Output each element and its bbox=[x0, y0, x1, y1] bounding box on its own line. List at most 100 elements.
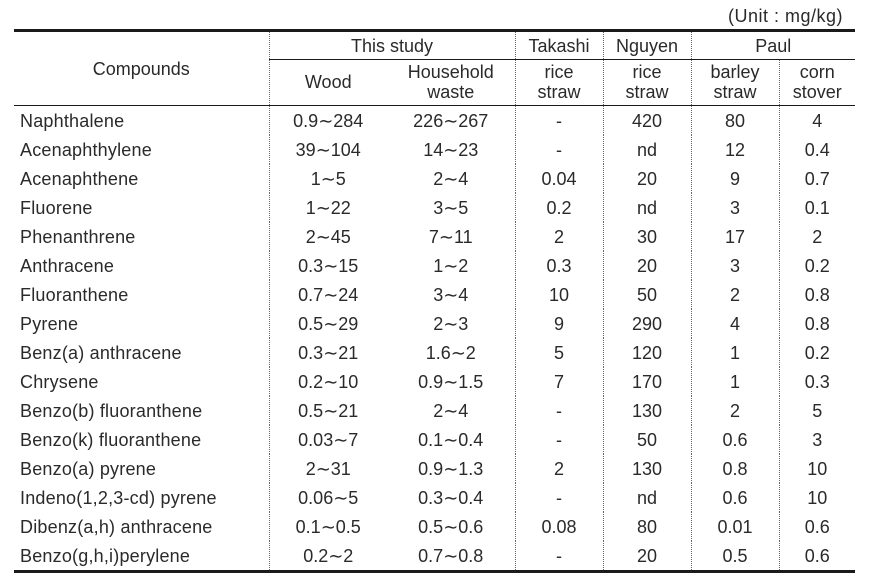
cell-takashi: - bbox=[515, 425, 603, 454]
cell-compound: Benzo(a) pyrene bbox=[14, 454, 269, 483]
cell-compound: Fluorene bbox=[14, 193, 269, 222]
unit-label: (Unit : mg/kg) bbox=[14, 6, 855, 27]
col-corn-l2: stover bbox=[780, 82, 856, 103]
cell-compound: Benzo(k) fluoranthene bbox=[14, 425, 269, 454]
cell-corn: 0.3 bbox=[779, 367, 855, 396]
cell-takashi: 0.3 bbox=[515, 251, 603, 280]
cell-household: 0.5∼0.6 bbox=[387, 512, 515, 541]
cell-household: 1.6∼2 bbox=[387, 338, 515, 367]
cell-barley: 17 bbox=[691, 222, 779, 251]
cell-household: 0.1∼0.4 bbox=[387, 425, 515, 454]
cell-compound: Benzo(b) fluoranthene bbox=[14, 396, 269, 425]
cell-wood: 2∼45 bbox=[269, 222, 387, 251]
cell-household: 2∼4 bbox=[387, 396, 515, 425]
cell-household: 7∼11 bbox=[387, 222, 515, 251]
cell-nguyen: 30 bbox=[603, 222, 691, 251]
cell-takashi: 0.08 bbox=[515, 512, 603, 541]
cell-barley: 2 bbox=[691, 396, 779, 425]
cell-compound: Fluoranthene bbox=[14, 280, 269, 309]
cell-takashi: 0.04 bbox=[515, 164, 603, 193]
cell-wood: 2∼31 bbox=[269, 454, 387, 483]
table-row: Pyrene0.5∼292∼3929040.8 bbox=[14, 309, 855, 338]
col-barley-l1: barley bbox=[692, 62, 779, 83]
cell-barley: 4 bbox=[691, 309, 779, 338]
cell-household: 3∼5 bbox=[387, 193, 515, 222]
cell-household: 226∼267 bbox=[387, 106, 515, 136]
col-nguyen: Nguyen bbox=[603, 31, 691, 60]
cell-wood: 0.5∼21 bbox=[269, 396, 387, 425]
cell-takashi: - bbox=[515, 106, 603, 136]
col-paul: Paul bbox=[691, 31, 855, 60]
cell-compound: Dibenz(a,h) anthracene bbox=[14, 512, 269, 541]
cell-wood: 0.03∼7 bbox=[269, 425, 387, 454]
col-barley-l2: straw bbox=[692, 82, 779, 103]
cell-barley: 9 bbox=[691, 164, 779, 193]
col-household-waste: Household waste bbox=[387, 59, 515, 105]
col-wood: Wood bbox=[269, 59, 387, 105]
cell-barley: 2 bbox=[691, 280, 779, 309]
col-takashi-sub-l1: rice bbox=[516, 62, 603, 83]
table-row: Benzo(a) pyrene2∼310.9∼1.321300.810 bbox=[14, 454, 855, 483]
cell-compound: Acenaphthylene bbox=[14, 135, 269, 164]
cell-nguyen: 50 bbox=[603, 425, 691, 454]
cell-compound: Pyrene bbox=[14, 309, 269, 338]
cell-wood: 0.3∼15 bbox=[269, 251, 387, 280]
cell-compound: Naphthalene bbox=[14, 106, 269, 136]
cell-corn: 10 bbox=[779, 454, 855, 483]
cell-compound: Phenanthrene bbox=[14, 222, 269, 251]
col-household-waste-l2: waste bbox=[387, 82, 515, 103]
table-row: Benz(a) anthracene0.3∼211.6∼2512010.2 bbox=[14, 338, 855, 367]
cell-nguyen: 120 bbox=[603, 338, 691, 367]
table-row: Naphthalene0.9∼284226∼267-420804 bbox=[14, 106, 855, 136]
cell-barley: 3 bbox=[691, 251, 779, 280]
cell-nguyen: nd bbox=[603, 135, 691, 164]
table-body: Naphthalene0.9∼284226∼267-420804Acenapht… bbox=[14, 106, 855, 572]
cell-corn: 5 bbox=[779, 396, 855, 425]
cell-household: 0.7∼0.8 bbox=[387, 541, 515, 572]
cell-wood: 0.5∼29 bbox=[269, 309, 387, 338]
cell-corn: 0.6 bbox=[779, 512, 855, 541]
col-corn-l1: corn bbox=[780, 62, 856, 83]
cell-corn: 0.7 bbox=[779, 164, 855, 193]
cell-nguyen: 20 bbox=[603, 164, 691, 193]
col-nguyen-sub: rice straw bbox=[603, 59, 691, 105]
cell-barley: 80 bbox=[691, 106, 779, 136]
cell-nguyen: nd bbox=[603, 483, 691, 512]
cell-takashi: 2 bbox=[515, 222, 603, 251]
cell-compound: Chrysene bbox=[14, 367, 269, 396]
cell-household: 1∼2 bbox=[387, 251, 515, 280]
table-row: Dibenz(a,h) anthracene0.1∼0.50.5∼0.60.08… bbox=[14, 512, 855, 541]
col-nguyen-sub-l2: straw bbox=[604, 82, 691, 103]
col-barley: barley straw bbox=[691, 59, 779, 105]
cell-takashi: 5 bbox=[515, 338, 603, 367]
cell-wood: 0.9∼284 bbox=[269, 106, 387, 136]
cell-corn: 2 bbox=[779, 222, 855, 251]
cell-compound: Anthracene bbox=[14, 251, 269, 280]
cell-household: 14∼23 bbox=[387, 135, 515, 164]
cell-compound: Indeno(1,2,3-cd) pyrene bbox=[14, 483, 269, 512]
table-row: Acenaphthylene39∼10414∼23-nd120.4 bbox=[14, 135, 855, 164]
cell-barley: 0.01 bbox=[691, 512, 779, 541]
cell-compound: Benzo(g,h,i)perylene bbox=[14, 541, 269, 572]
cell-corn: 0.6 bbox=[779, 541, 855, 572]
col-corn: corn stover bbox=[779, 59, 855, 105]
cell-barley: 12 bbox=[691, 135, 779, 164]
cell-wood: 1∼5 bbox=[269, 164, 387, 193]
col-nguyen-sub-l1: rice bbox=[604, 62, 691, 83]
cell-household: 0.9∼1.5 bbox=[387, 367, 515, 396]
cell-nguyen: 130 bbox=[603, 396, 691, 425]
cell-nguyen: 20 bbox=[603, 541, 691, 572]
col-household-waste-l1: Household bbox=[387, 62, 515, 83]
cell-household: 0.3∼0.4 bbox=[387, 483, 515, 512]
cell-nguyen: 420 bbox=[603, 106, 691, 136]
cell-household: 3∼4 bbox=[387, 280, 515, 309]
cell-takashi: 7 bbox=[515, 367, 603, 396]
cell-corn: 0.4 bbox=[779, 135, 855, 164]
cell-takashi: - bbox=[515, 396, 603, 425]
col-takashi-sub-l2: straw bbox=[516, 82, 603, 103]
cell-compound: Acenaphthene bbox=[14, 164, 269, 193]
cell-nguyen: nd bbox=[603, 193, 691, 222]
cell-corn: 10 bbox=[779, 483, 855, 512]
cell-wood: 0.2∼10 bbox=[269, 367, 387, 396]
cell-barley: 0.5 bbox=[691, 541, 779, 572]
